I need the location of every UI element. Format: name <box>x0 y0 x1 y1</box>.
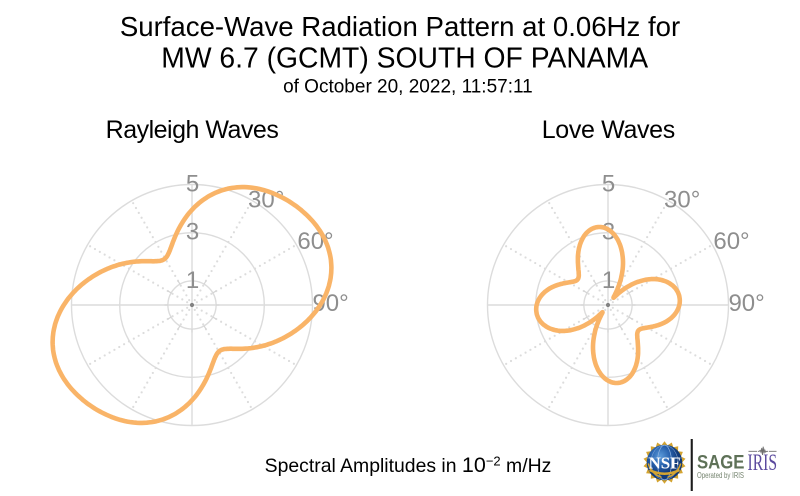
svg-text:3: 3 <box>186 219 199 246</box>
svg-text:Surface-Wave Radiation Pattern: Surface-Wave Radiation Pattern at 0.06Hz… <box>120 11 680 42</box>
svg-text:5: 5 <box>602 171 615 198</box>
svg-text:90°: 90° <box>312 290 348 317</box>
svg-text:Love Waves: Love Waves <box>542 116 675 144</box>
svg-text:SAGE: SAGE <box>697 453 745 474</box>
svg-text:NSF: NSF <box>648 454 680 473</box>
svg-text:5: 5 <box>186 171 199 198</box>
svg-text:Spectral Amplitudes in 10−2 m/: Spectral Amplitudes in 10−2 m/Hz <box>265 453 552 477</box>
svg-text:1: 1 <box>602 267 615 294</box>
svg-text:90°: 90° <box>728 290 764 317</box>
svg-text:Operated by IRIS: Operated by IRIS <box>697 471 744 480</box>
svg-text:of October 20, 2022, 11:57:11: of October 20, 2022, 11:57:11 <box>283 77 533 98</box>
svg-text:MW 6.7 (GCMT) SOUTH OF PANAMA: MW 6.7 (GCMT) SOUTH OF PANAMA <box>161 42 648 74</box>
svg-text:60°: 60° <box>713 228 749 255</box>
svg-text:30°: 30° <box>664 186 700 213</box>
svg-text:1: 1 <box>186 267 199 294</box>
svg-text:Rayleigh Waves: Rayleigh Waves <box>106 116 279 144</box>
